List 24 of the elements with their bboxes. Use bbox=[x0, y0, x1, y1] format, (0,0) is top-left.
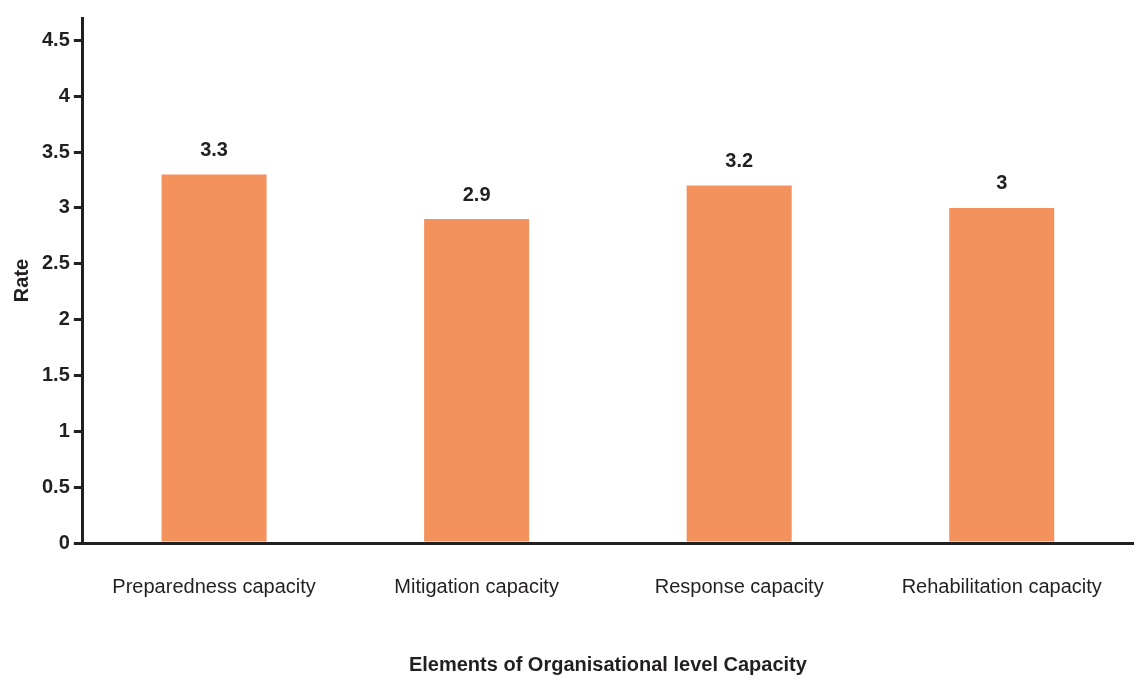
y-tick-label: 0 bbox=[58, 530, 70, 553]
x-axis-title: Elements of Organisational level Capacity bbox=[408, 652, 808, 675]
y-tick-label: 3.5 bbox=[41, 139, 70, 162]
data-label: 3.2 bbox=[725, 149, 754, 172]
x-tick-label: Response capacity bbox=[654, 574, 824, 597]
y-tick-label: 0.5 bbox=[41, 474, 70, 497]
x-tick-label: Preparedness capacity bbox=[112, 574, 316, 597]
y-tick-label: 2.5 bbox=[41, 251, 70, 274]
y-tick-label: 2 bbox=[58, 307, 70, 330]
y-axis-title: Rate bbox=[9, 258, 32, 303]
bar bbox=[949, 207, 1055, 542]
y-tick-label: 4 bbox=[58, 83, 71, 106]
data-label: 2.9 bbox=[462, 182, 491, 205]
y-tick-label: 3 bbox=[58, 195, 70, 218]
data-label: 3 bbox=[996, 171, 1008, 194]
y-tick-label: 1.5 bbox=[41, 362, 70, 385]
data-label: 3.3 bbox=[200, 137, 228, 160]
y-tick-label: 4.5 bbox=[41, 27, 70, 50]
bar bbox=[161, 174, 267, 542]
bar bbox=[686, 185, 792, 542]
x-tick-label: Rehabilitation capacity bbox=[901, 574, 1102, 597]
bar bbox=[424, 219, 530, 542]
y-tick-label: 1 bbox=[58, 418, 70, 441]
x-tick-label: Mitigation capacity bbox=[394, 574, 559, 597]
